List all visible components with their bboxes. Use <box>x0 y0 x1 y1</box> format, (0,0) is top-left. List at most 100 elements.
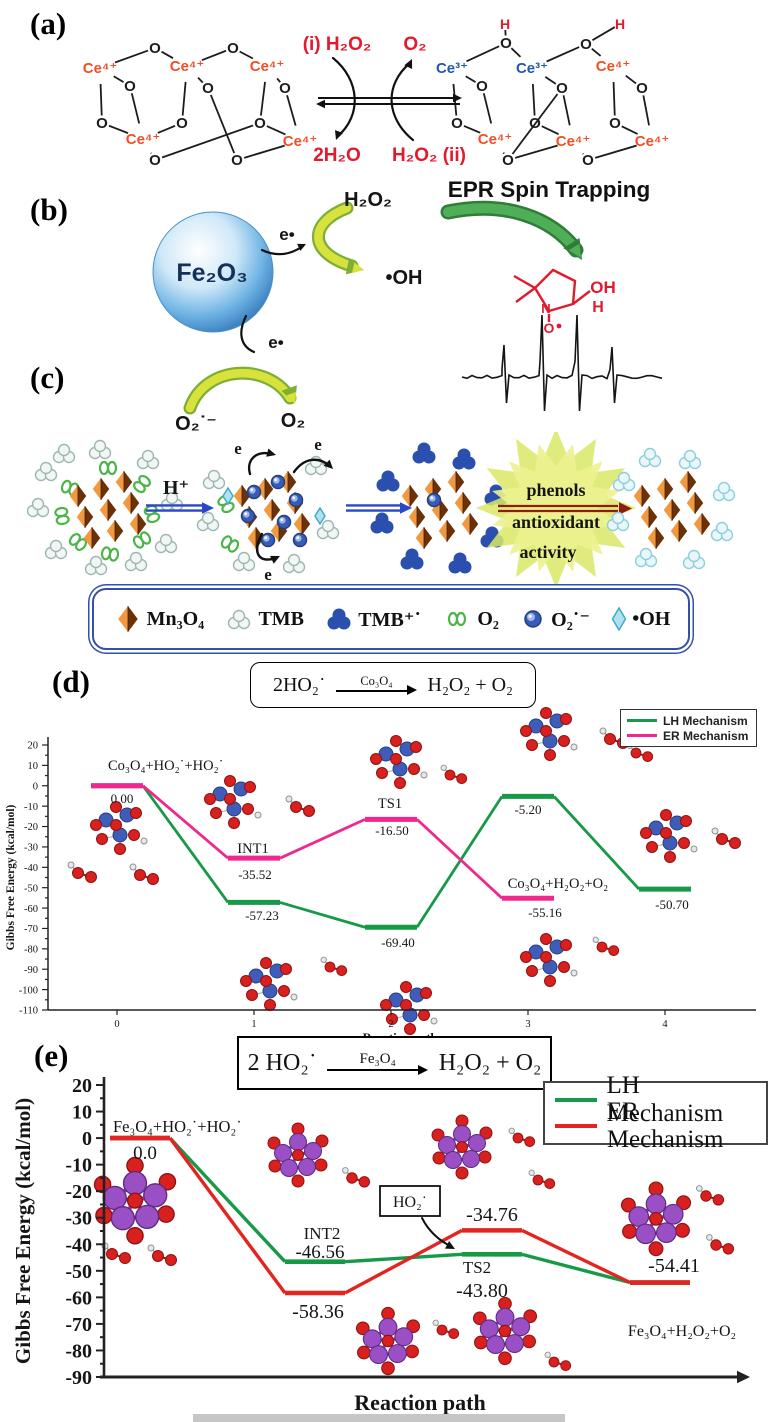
epr-title: EPR Spin Trapping <box>448 180 651 202</box>
peroxide-molecule <box>320 956 348 977</box>
dmpo-oh-adduct: ON OH H <box>513 268 616 336</box>
co3o4-cluster-molecule <box>520 707 578 761</box>
tmb-molecule <box>124 551 148 572</box>
mn3o4-octahedron <box>438 520 456 542</box>
tmb-molecule <box>196 511 220 532</box>
atom-label: Ce⁴⁺ <box>478 131 513 148</box>
legend-item-tmb: TMB <box>223 603 304 635</box>
mn3o4-octahedron <box>293 513 311 535</box>
y-tick-label: -50 <box>24 883 38 894</box>
mn3o4-octahedron <box>640 506 658 528</box>
y-tick-label: -60 <box>65 1287 92 1309</box>
fe3o4-cluster-molecule <box>472 1296 538 1366</box>
co3o4-cluster-molecule <box>380 981 438 1035</box>
y-tick-label: 20 <box>72 1075 92 1097</box>
peroxide-molecule <box>706 1234 735 1255</box>
superoxide-molecule <box>292 532 308 548</box>
oh-radical-molecule <box>611 606 627 632</box>
legend-item-tmb-radical: TMB⁺˙ <box>323 603 421 635</box>
atom-label: Ce⁴⁺ <box>635 133 670 150</box>
fe3o4-cluster-molecule <box>355 1306 421 1376</box>
co3o4-cluster-molecule <box>520 933 578 987</box>
annotation: -34.76 <box>466 1204 518 1226</box>
peroxide-molecule <box>528 1169 556 1190</box>
legend-row-lh: LH Mechanism <box>627 713 748 728</box>
ceo2-lattice-oxidized: Ce⁴⁺ Ce⁴⁺ Ce⁴⁺ Ce⁴⁺ Ce⁴⁺ O O O O O O O O O O <box>83 40 318 169</box>
y-tick-label: -10 <box>24 802 38 813</box>
tmb-molecule <box>44 539 68 560</box>
atom-label: Ce⁴⁺ <box>83 60 118 77</box>
phenols-label: phenols <box>526 480 585 500</box>
mn3o4-octahedron <box>99 499 117 521</box>
fe2o3-nanoparticle <box>152 211 274 333</box>
chart-e-fe3o4-energy-diagram: 20 10 0 -10 -20 -30 -40 -50 -60 -70 -80 -90 Reaction… <box>11 1075 750 1415</box>
annotation: -57.23 <box>245 908 279 923</box>
annotation: -58.36 <box>292 1301 344 1323</box>
atom-label: O <box>254 115 266 132</box>
equation-rhs: H₂O₂ + O₂ <box>438 1049 542 1076</box>
tmb-molecule <box>228 609 251 630</box>
mn3o4-octahedron <box>663 499 681 521</box>
arrow-shaft <box>326 1065 428 1074</box>
superoxide-molecule <box>270 474 286 490</box>
peroxide-molecule <box>696 1185 725 1206</box>
o2-molecule <box>143 504 161 524</box>
x-tick-label: 2 <box>388 1019 393 1030</box>
mn3o4-octahedron <box>693 513 711 535</box>
legend-item-label: Mn₃O₄ <box>146 607 205 630</box>
h-plus-label: H⁺ <box>163 477 189 499</box>
o2-label: O₂ <box>281 410 305 432</box>
mn3o4-octahedron <box>401 485 419 507</box>
mn3o4-octahedron <box>415 527 433 549</box>
equation-box-fe3o4: 2 HO₂˙ Fe₃O₄ H₂O₂ + O₂ <box>237 1036 552 1090</box>
annotation: 0.0 <box>133 1143 157 1164</box>
tmb-radical-molecule <box>327 608 351 630</box>
mn3o4-octahedron <box>76 506 94 528</box>
atom-label: O <box>176 115 188 132</box>
chart-d-co3o4-energy-diagram: 20100-10-20-30-40-50-60-70-80-90-100-110… <box>5 707 756 1045</box>
legend-item-superoxide: O₂˙⁻ <box>518 603 590 635</box>
y-tick-label: -30 <box>24 843 38 854</box>
electron-label: e <box>264 565 272 584</box>
o2-molecule <box>133 474 151 494</box>
peroxide-molecule <box>626 742 654 763</box>
legend-item-oh-radical: •OH <box>609 603 670 635</box>
peroxide-molecule <box>508 1127 536 1148</box>
legend-item-label: O₂ <box>477 607 499 630</box>
legend-item-mn3o4: Mn₃O₄ <box>112 603 205 635</box>
y-tick-label: -10 <box>65 1155 92 1177</box>
oh-radical-icon <box>611 606 627 632</box>
electron-label: e <box>234 439 242 458</box>
mn3o4-octahedron <box>83 527 101 549</box>
superoxide-molecule <box>524 610 542 628</box>
legend-label-lh: LH Mechanism <box>663 713 748 728</box>
atom-label: O <box>556 80 568 97</box>
tmb-molecule <box>612 471 636 492</box>
y-tick-label: 10 <box>28 761 39 772</box>
panel-label-c: (c) <box>30 360 65 395</box>
ho2-callout-label: HO₂˙ <box>393 1194 427 1211</box>
atom-label: O <box>582 152 594 169</box>
bottom-gray-bar <box>193 1414 565 1422</box>
h2o2-in-ii-label: H₂O₂ (ii) <box>392 145 466 166</box>
superoxide-molecule <box>426 492 442 508</box>
tmb-molecule <box>232 551 256 572</box>
mn3o4-octahedron <box>69 485 87 507</box>
y-tick-label: -30 <box>65 1208 92 1230</box>
annotation: -43.80 <box>456 1280 508 1302</box>
atom-label: Ce⁴⁺ <box>283 133 318 150</box>
atom-label: Ce³⁺ <box>436 60 468 77</box>
superoxide-molecule <box>240 508 256 524</box>
annotation: -16.50 <box>375 823 409 838</box>
co3o4-cluster-molecule <box>90 801 148 855</box>
panel-c-mn3o4-scheme: H⁺ e e e phenols antioxidant activity <box>26 432 736 588</box>
reaction-arrow: Fe₃O₄ <box>326 1052 429 1074</box>
series-er <box>91 783 554 901</box>
annotation: Co₃O₄+HO₂˙+HO₂˙ <box>108 758 224 774</box>
hydroxyl-label: OH <box>590 278 616 297</box>
atom-label: O <box>451 115 463 132</box>
tmb-molecule <box>34 461 58 482</box>
tmb-molecule <box>316 519 340 540</box>
atom-label: O <box>124 78 136 95</box>
